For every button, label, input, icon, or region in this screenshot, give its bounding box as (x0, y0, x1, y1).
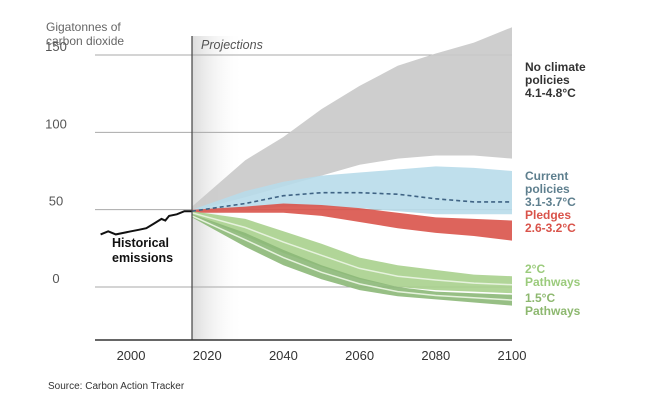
y-tick-150: 150 (45, 39, 67, 54)
y-tick-100: 100 (45, 116, 67, 131)
series-label-1: Current policies 3.1-3.7°C (525, 169, 576, 209)
series-label-3: 2°C Pathways (525, 262, 581, 289)
source-note: Source: Carbon Action Tracker (48, 381, 185, 392)
series-labels: Historical emissions No climate policies 4.1… (112, 60, 586, 318)
band-3 (192, 211, 512, 294)
axes: Projections 2000 2020 2040 2060 2080 2100 0 50 10… (45, 20, 526, 363)
x-tick-2100: 2100 (498, 348, 527, 363)
x-tick-2000: 2000 (117, 348, 146, 363)
x-tick-2060: 2060 (345, 348, 374, 363)
x-tick-2040: 2040 (269, 348, 298, 363)
scenario-bands (192, 27, 512, 306)
band-1 (192, 166, 512, 215)
historical-line (100, 210, 192, 236)
series-label-0: No climate policies 4.1-4.8°C (525, 60, 586, 100)
series-label-2: Pledges 2.6-3.2°C (525, 208, 576, 235)
band-4 (192, 214, 512, 306)
y-tick-50: 50 (49, 194, 63, 209)
y-tick-0: 0 (52, 271, 59, 286)
historical-label: Historical emissions (112, 236, 173, 265)
x-tick-2020: 2020 (193, 348, 222, 363)
x-tick-2080: 2080 (421, 348, 450, 363)
pathway-inner-line-1 (191, 215, 513, 301)
band-0 (192, 27, 512, 212)
band-2 (192, 203, 512, 241)
chart-overlay (100, 191, 513, 301)
current-policies-median (191, 191, 512, 212)
pathway-inner-line-0 (191, 212, 513, 286)
projection-label: Projections (201, 38, 263, 52)
y-axis-title: Gigatonnes of carbon dioxide (46, 20, 124, 48)
series-label-4: 1.5°C Pathways (525, 291, 581, 318)
